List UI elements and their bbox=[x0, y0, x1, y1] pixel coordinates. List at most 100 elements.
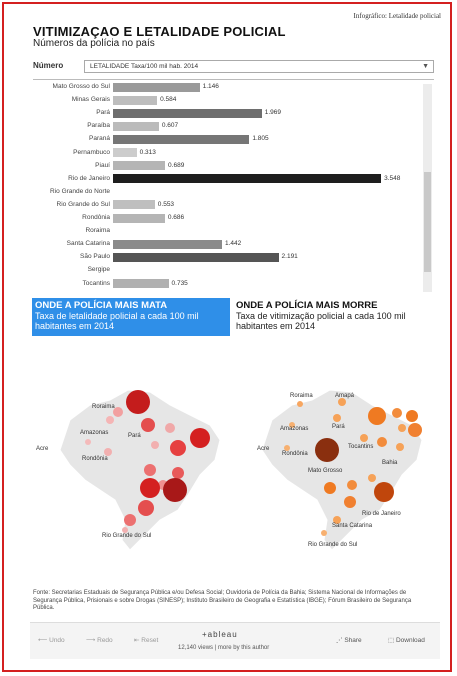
bubble bbox=[85, 439, 91, 445]
bar[interactable] bbox=[113, 252, 279, 262]
redo-label: Redo bbox=[97, 637, 113, 644]
bubble bbox=[170, 440, 186, 456]
bar-value-label: 0.584 bbox=[160, 96, 177, 104]
share-label: Share bbox=[344, 637, 362, 644]
bar-category-label: São Paulo bbox=[80, 253, 110, 261]
undo-label: Undo bbox=[49, 637, 65, 644]
bubble bbox=[360, 434, 368, 442]
map-vitimizacao[interactable]: Roraima Amapá Amazonas Pará Acre Rondôni… bbox=[232, 370, 437, 560]
bar-category-label: Rio de Janeiro bbox=[68, 174, 110, 182]
bubble bbox=[398, 424, 406, 432]
bar[interactable] bbox=[113, 239, 222, 249]
reset-button[interactable]: ⇤ Reset bbox=[134, 636, 158, 644]
bubble bbox=[392, 408, 402, 418]
bubble bbox=[333, 516, 341, 524]
brazil-outline bbox=[261, 389, 423, 551]
brazil-outline bbox=[59, 389, 221, 551]
bubble bbox=[377, 437, 387, 447]
map-label: Amazonas bbox=[280, 426, 308, 432]
bubble bbox=[141, 418, 155, 432]
bubble bbox=[151, 441, 159, 449]
section-mata[interactable]: ONDE A POLÍCIA MAIS MATA Taxa de letalid… bbox=[32, 298, 230, 336]
bar[interactable] bbox=[113, 174, 382, 184]
bubble bbox=[126, 390, 150, 414]
section-morre[interactable]: ONDE A POLÍCIA MAIS MORRE Taxa de vitimi… bbox=[236, 300, 436, 331]
redo-button[interactable]: ⟶ Redo bbox=[86, 636, 113, 644]
bar[interactable] bbox=[113, 213, 165, 223]
bar-value-label: 1.146 bbox=[202, 83, 219, 90]
bubble bbox=[374, 482, 394, 502]
bar-category-label: Mato Grosso do Sul bbox=[52, 83, 110, 90]
tableau-logo[interactable]: +ableau bbox=[202, 630, 238, 639]
bubble bbox=[347, 480, 357, 490]
download-label: Download bbox=[395, 637, 425, 644]
map-label: Santa Catarina bbox=[332, 523, 373, 529]
bar[interactable] bbox=[113, 200, 155, 210]
map-label: Mato Grosso bbox=[308, 468, 343, 474]
bar-category-label: Piauí bbox=[95, 161, 110, 169]
reset-icon: ⇤ bbox=[134, 637, 142, 644]
source-note: Fonte: Secretarias Estaduais de Seguranç… bbox=[33, 590, 412, 611]
bar-value-label: 1.969 bbox=[264, 109, 282, 117]
filter-label: Número bbox=[33, 61, 64, 70]
tableau-toolbar: ⟵ Undo ⟶ Redo ⇤ Reset +ableau 12,140 vie… bbox=[30, 622, 440, 659]
bar[interactable] bbox=[113, 279, 169, 288]
download-icon: ⬚ bbox=[388, 637, 396, 644]
bubble bbox=[406, 410, 418, 422]
bar-category-label: Roraima bbox=[85, 227, 110, 235]
bar-value-label: 0.689 bbox=[168, 161, 185, 169]
map-label: Roraima bbox=[92, 404, 115, 410]
chevron-down-icon[interactable]: ▼ bbox=[422, 63, 429, 70]
bubble bbox=[113, 407, 123, 417]
share-button[interactable]: ⋰ Share bbox=[336, 636, 362, 644]
bar-value-label: 0.607 bbox=[161, 122, 179, 130]
bar-category-label: Minas Gerais bbox=[71, 96, 110, 104]
bar[interactable] bbox=[113, 108, 262, 118]
bubble bbox=[140, 478, 160, 498]
share-icon: ⋰ bbox=[336, 637, 345, 644]
chart-scrollbar[interactable] bbox=[423, 84, 432, 292]
section-morre-heading: ONDE A POLÍCIA MAIS MORRE bbox=[236, 300, 378, 311]
bar[interactable] bbox=[113, 148, 137, 157]
bubble bbox=[333, 414, 341, 422]
bar[interactable] bbox=[113, 161, 166, 171]
bar[interactable] bbox=[113, 134, 250, 144]
bar-value-label: 2.191 bbox=[281, 253, 298, 261]
breadcrumb: Infográfico: Letalidade policial bbox=[353, 12, 441, 20]
map-label: Rio Grande do Sul bbox=[102, 533, 151, 539]
bubble bbox=[106, 416, 114, 424]
bubble bbox=[368, 474, 376, 482]
map-label: Amapá bbox=[335, 393, 355, 399]
scrollbar-thumb[interactable] bbox=[424, 172, 431, 272]
bubble bbox=[190, 428, 210, 448]
bar-value-label: 1.442 bbox=[224, 240, 242, 248]
redo-icon: ⟶ bbox=[86, 637, 98, 644]
bubble bbox=[338, 398, 346, 406]
map-label: Rondônia bbox=[82, 456, 108, 462]
undo-icon: ⟵ bbox=[38, 637, 50, 644]
map-letalidade[interactable]: Roraima Amazonas Pará Acre Rondônia Rio … bbox=[30, 370, 235, 560]
bubble bbox=[284, 445, 290, 451]
bar-category-label: Paraíba bbox=[87, 122, 110, 130]
bar-category-label: Rondônia bbox=[82, 214, 110, 221]
bubble bbox=[396, 443, 404, 451]
section-morre-description: Taxa de vitimização policial a cada 100 … bbox=[236, 311, 406, 331]
map-label: Rio de Janeiro bbox=[362, 511, 401, 517]
bubble bbox=[289, 422, 295, 428]
metric-dropdown[interactable]: LETALIDADE Taxa/100 mil hab. 2014 ▼ bbox=[84, 60, 434, 73]
bubble bbox=[297, 401, 303, 407]
undo-button[interactable]: ⟵ Undo bbox=[38, 636, 65, 644]
bubble bbox=[104, 448, 112, 456]
bar-category-label: Paraná bbox=[89, 135, 110, 143]
bubble bbox=[165, 423, 175, 433]
bubble bbox=[324, 482, 336, 494]
bubble bbox=[368, 407, 386, 425]
bar[interactable] bbox=[113, 95, 158, 105]
divider bbox=[33, 79, 434, 80]
bar[interactable] bbox=[113, 121, 159, 131]
download-button[interactable]: ⬚ Download bbox=[388, 636, 425, 644]
bar-value-label: 0.313 bbox=[139, 148, 156, 156]
bar-value-label: 0.735 bbox=[171, 279, 188, 287]
bar[interactable] bbox=[113, 82, 200, 92]
views-count[interactable]: 12,140 views | more by this author bbox=[178, 645, 270, 651]
